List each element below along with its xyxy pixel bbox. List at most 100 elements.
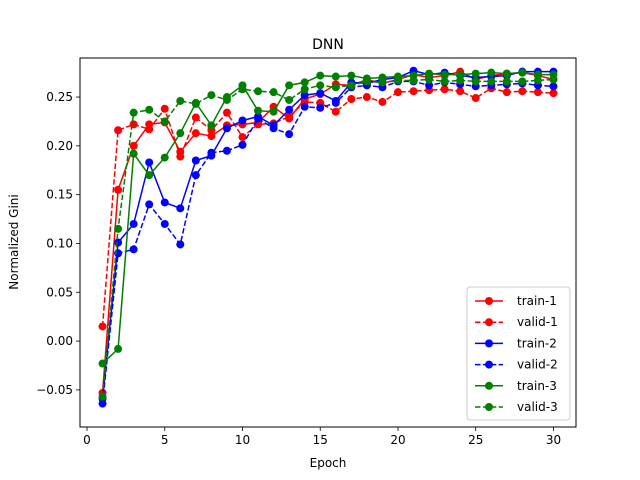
data-point-valid-2 — [145, 200, 154, 209]
legend-label: valid-3 — [517, 400, 558, 414]
legend-item-valid-2: valid-2 — [475, 358, 558, 372]
data-point-valid-3 — [456, 76, 465, 85]
legend-label: train-3 — [517, 379, 557, 393]
data-point-valid-3 — [425, 75, 434, 84]
data-point-train-3 — [487, 68, 496, 77]
data-point-train-3 — [316, 71, 325, 80]
legend-marker — [485, 339, 493, 348]
legend-label: valid-2 — [517, 358, 558, 372]
data-point-valid-1 — [129, 120, 138, 129]
data-point-train-3 — [98, 359, 107, 368]
data-point-train-3 — [331, 72, 340, 81]
data-point-valid-3 — [362, 77, 371, 86]
data-point-valid-2 — [300, 102, 309, 111]
data-point-valid-1 — [222, 108, 231, 117]
data-point-train-2 — [114, 238, 123, 247]
data-point-train-3 — [129, 149, 138, 158]
data-point-valid-1 — [114, 126, 123, 135]
data-point-valid-1 — [331, 107, 340, 116]
legend-label: valid-1 — [517, 315, 558, 329]
data-point-valid-3 — [549, 75, 558, 84]
data-point-valid-3 — [409, 76, 418, 85]
data-point-valid-2 — [207, 148, 216, 157]
data-point-valid-3 — [300, 85, 309, 94]
data-point-train-3 — [145, 171, 154, 180]
data-point-valid-2 — [238, 140, 247, 149]
x-axis: 0 5 10 15 20 25 30 — [83, 427, 561, 447]
plot-lines — [98, 66, 558, 408]
data-point-valid-1 — [502, 88, 511, 97]
data-point-valid-3 — [518, 77, 527, 86]
data-point-valid-2 — [254, 114, 263, 123]
legend-marker — [485, 381, 493, 390]
data-point-train-3 — [471, 69, 480, 78]
data-point-train-3 — [425, 69, 434, 78]
data-point-valid-2 — [316, 103, 325, 112]
data-point-train-2 — [160, 198, 169, 207]
plot-frame — [79, 57, 577, 428]
x-tick-label: 15 — [313, 433, 328, 447]
data-point-train-2 — [129, 219, 138, 228]
data-point-train-3 — [300, 78, 309, 87]
y-tick-label: 0.15 — [46, 188, 73, 202]
data-point-valid-2 — [331, 98, 340, 107]
x-tick-label: 20 — [390, 433, 405, 447]
data-point-train-2 — [176, 204, 185, 213]
data-point-valid-2 — [160, 219, 169, 228]
data-point-valid-3 — [440, 77, 449, 86]
data-point-valid-3 — [207, 91, 216, 100]
data-point-train-2 — [316, 89, 325, 98]
data-point-valid-2 — [549, 82, 558, 91]
data-point-valid-1 — [145, 125, 154, 134]
data-point-train-3 — [160, 153, 169, 162]
data-point-valid-1 — [378, 97, 387, 106]
legend-marker — [485, 318, 493, 327]
legend-label: train-1 — [517, 294, 557, 308]
data-point-valid-1 — [362, 93, 371, 102]
data-point-valid-1 — [160, 104, 169, 113]
data-point-valid-3 — [238, 85, 247, 94]
data-point-train-3 — [440, 70, 449, 79]
data-point-train-1 — [191, 129, 200, 138]
data-point-train-2 — [300, 91, 309, 100]
data-point-valid-3 — [222, 95, 231, 104]
data-point-valid-2 — [269, 124, 278, 133]
data-point-train-2 — [222, 124, 231, 133]
data-point-valid-2 — [191, 171, 200, 180]
data-point-train-3 — [176, 129, 185, 138]
data-point-train-2 — [285, 105, 294, 114]
data-point-train-3 — [456, 70, 465, 79]
data-point-train-2 — [191, 156, 200, 165]
data-point-valid-3 — [269, 88, 278, 97]
data-point-valid-2 — [176, 240, 185, 249]
data-point-valid-3 — [145, 105, 154, 114]
data-point-valid-3 — [129, 108, 138, 117]
data-point-valid-3 — [176, 96, 185, 105]
data-point-train-3 — [347, 71, 356, 80]
legend-item-train-1: train-1 — [475, 294, 557, 308]
data-point-train-1 — [207, 132, 216, 141]
data-point-valid-1 — [549, 89, 558, 98]
data-point-train-3 — [502, 69, 511, 78]
data-point-valid-1 — [456, 87, 465, 96]
data-point-train-2 — [145, 158, 154, 167]
data-point-valid-3 — [114, 224, 123, 233]
x-tick-label: 0 — [83, 433, 91, 447]
data-point-valid-2 — [129, 245, 138, 254]
y-tick-label: 0.00 — [46, 334, 73, 348]
data-point-train-3 — [254, 106, 263, 115]
data-point-valid-1 — [409, 87, 418, 96]
data-point-valid-1 — [393, 88, 402, 97]
data-point-train-3 — [114, 344, 123, 353]
legend-item-valid-1: valid-1 — [475, 315, 558, 329]
data-point-valid-1 — [471, 94, 480, 103]
data-point-valid-1 — [98, 322, 107, 331]
data-point-valid-3 — [533, 76, 542, 85]
x-axis-label: Epoch — [310, 456, 347, 470]
y-axis: −0.05 0.00 0.05 0.10 0.15 0.20 0.25 — [36, 90, 80, 397]
data-point-valid-2 — [222, 146, 231, 155]
x-tick-label: 25 — [468, 433, 483, 447]
data-point-train-3 — [533, 70, 542, 79]
legend-label: train-2 — [517, 336, 557, 350]
